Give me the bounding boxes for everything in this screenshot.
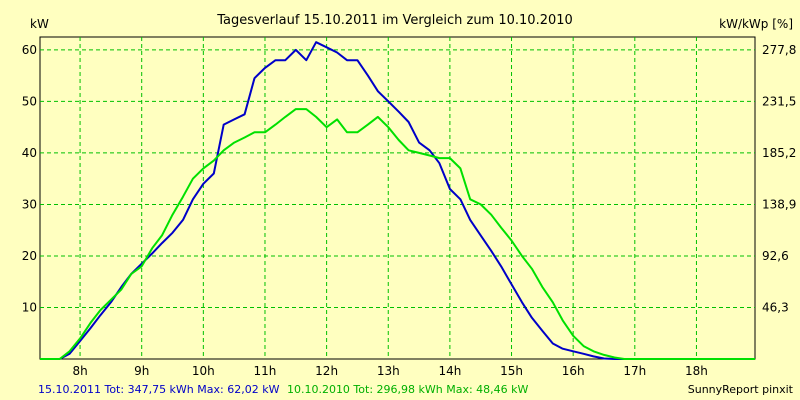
x-tick-label-10: 18h (685, 364, 708, 378)
series-lines (40, 41, 755, 360)
y-tick-label-0: 10 (22, 300, 37, 314)
x-tick-label-0: 8h (72, 364, 87, 378)
y-tick-label-1: 20 (22, 249, 37, 263)
y-tick-label-3: 40 (22, 146, 37, 160)
y2-tick-label-2: 138,9 (762, 197, 796, 211)
y-tick-label-5: 60 (22, 43, 37, 57)
legend-series-2: 10.10.2010 Tot: 296,98 kWh Max: 48,46 kW (287, 383, 529, 396)
y2-tick-label-3: 185,2 (762, 146, 796, 160)
y2-tick-label-1: 92,6 (762, 249, 789, 263)
x-tick-label-9: 17h (623, 364, 646, 378)
x-tick-label-8: 16h (562, 364, 585, 378)
x-tick-label-2: 10h (192, 364, 215, 378)
y-axis-label: kW (30, 17, 49, 31)
legend-series-1: 15.10.2011 Tot: 347,75 kWh Max: 62,02 kW (38, 383, 280, 396)
grid (40, 37, 755, 359)
y2-axis-ticks: 46,3 92,6 138,9 185,2 231,5 277,8 (762, 43, 796, 315)
x-tick-label-4: 12h (315, 364, 338, 378)
x-tick-label-7: 15h (500, 364, 523, 378)
chart-title: Tagesverlauf 15.10.2011 im Vergleich zum… (216, 13, 573, 28)
y2-tick-label-0: 46,3 (762, 300, 789, 314)
y2-axis-label: kW/kWp [%] (719, 17, 793, 31)
y-axis-ticks: 10 20 30 40 50 60 (22, 43, 37, 315)
y-tick-label-2: 30 (22, 197, 37, 211)
series-line-2 (40, 108, 755, 360)
x-tick-label-1: 9h (134, 364, 149, 378)
y-tick-label-4: 50 (22, 94, 37, 108)
x-tick-label-3: 11h (254, 364, 277, 378)
plot-area (39, 36, 756, 360)
plot-frame (39, 36, 756, 360)
credit-text: SunnyReport pinxit (688, 383, 794, 396)
legend-footer: 15.10.2011 Tot: 347,75 kWh Max: 62,02 kW… (38, 383, 529, 396)
x-axis-ticks: 8h 9h 10h 11h 12h 13h 14h 15h 16h 17h 18h (72, 364, 707, 378)
y2-tick-label-5: 277,8 (762, 43, 796, 57)
x-tick-label-5: 13h (377, 364, 400, 378)
x-tick-label-6: 14h (438, 364, 461, 378)
y2-tick-label-4: 231,5 (762, 94, 796, 108)
